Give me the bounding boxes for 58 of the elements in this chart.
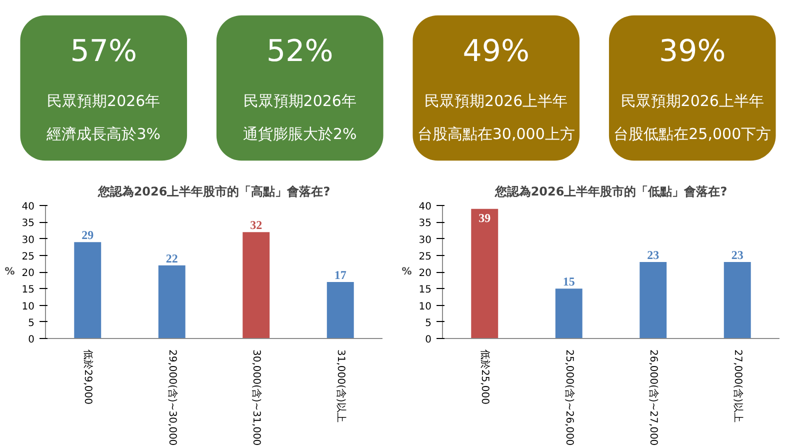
y-tick-label: 35	[22, 218, 35, 230]
y-tick-label: 30	[418, 234, 432, 246]
bar	[640, 262, 667, 338]
text: 52%	[266, 34, 334, 70]
text: 民眾預期2026上半年	[424, 92, 568, 110]
y-tick-label: 0	[425, 334, 432, 346]
y-axis-title: %	[402, 266, 412, 278]
y-tick-label: 10	[418, 301, 432, 312]
data-label: 23	[647, 248, 660, 262]
text: 台股低點在25,000下方	[614, 125, 772, 144]
data-label: 39	[478, 210, 491, 225]
chart-title: 您認為2026上半年股市的「高點」會落在?	[96, 184, 330, 198]
bar	[242, 232, 270, 338]
text: 民眾預期2026上半年	[620, 92, 764, 110]
text: 台股高點在30,000上方	[417, 125, 575, 144]
chart-title: 您認為2026上半年股市的「低點」會落在?	[494, 184, 728, 198]
bar	[724, 262, 751, 338]
data-label: 29	[82, 228, 94, 242]
bar	[158, 265, 186, 338]
data-label: 15	[562, 274, 575, 289]
x-tick-label: 低於29,000	[82, 350, 94, 404]
text: 民眾預期2026年	[243, 92, 356, 110]
y-tick-label: 10	[22, 301, 35, 312]
text: 49%	[462, 34, 530, 70]
y-tick-label: 20	[418, 268, 432, 279]
y-axis-title: %	[4, 266, 15, 278]
y-tick-label: 15	[22, 284, 35, 296]
bar	[471, 208, 498, 338]
y-tick-label: 40	[22, 202, 35, 212]
text: 經濟成長高於3%	[46, 125, 161, 144]
x-tick-label: 低於25,000	[479, 350, 492, 404]
y-tick-label: 30	[22, 234, 35, 246]
y-tick-label: 5	[28, 318, 35, 329]
text: 57%	[70, 34, 137, 70]
y-tick-label: 15	[418, 284, 432, 296]
bar	[555, 288, 582, 338]
y-tick-label: 40	[418, 202, 432, 212]
y-tick-label: 5	[425, 318, 432, 329]
x-tick-label: 30,000(含)~31,000	[250, 350, 263, 446]
y-tick-label: 25	[418, 251, 432, 262]
text: 民眾預期2026年	[47, 92, 160, 110]
text: 39%	[659, 34, 726, 70]
text: 通貨膨脹大於2%	[242, 125, 357, 144]
x-tick-label: 31,000(含)以上	[334, 350, 347, 422]
data-label: 23	[731, 248, 744, 262]
bar	[326, 282, 354, 338]
y-tick-label: 20	[22, 268, 35, 279]
x-tick-label: 25,000(含)~26,000	[563, 350, 576, 446]
y-tick-label: 35	[418, 218, 432, 230]
bar	[74, 242, 102, 338]
data-label: 17	[334, 268, 346, 282]
y-tick-label: 0	[28, 334, 35, 346]
data-label: 32	[250, 218, 262, 232]
x-tick-label: 29,000(含)~30,000	[166, 350, 178, 446]
x-tick-label: 27,000(含)以上	[732, 350, 744, 422]
data-label: 22	[166, 251, 178, 266]
x-tick-label: 26,000(含)~27,000	[648, 350, 660, 446]
y-tick-label: 25	[22, 251, 35, 262]
